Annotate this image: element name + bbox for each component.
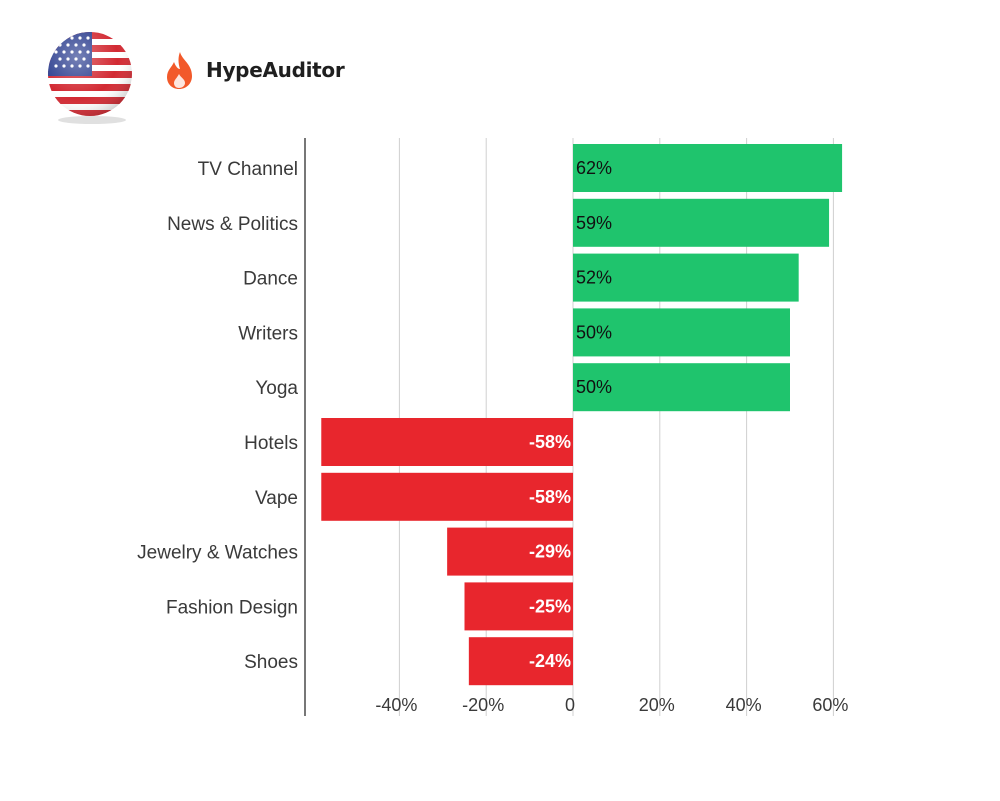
- bar: [468, 637, 573, 686]
- x-tick-label: -40%: [375, 695, 417, 715]
- category-label: Hotels: [244, 433, 298, 454]
- value-label: -58%: [529, 487, 571, 507]
- value-label: 50%: [576, 322, 612, 342]
- value-label: -58%: [529, 432, 571, 452]
- value-label: -24%: [529, 651, 571, 671]
- category-label: Yoga: [255, 378, 298, 399]
- x-tick-label: -20%: [462, 695, 504, 715]
- bar: [573, 144, 843, 192]
- category-label: News & Politics: [167, 214, 298, 235]
- brand-logo: HypeAuditor: [164, 50, 345, 90]
- brand-name: HypeAuditor: [206, 58, 345, 82]
- bar: [447, 527, 573, 576]
- flame-icon: [167, 52, 192, 89]
- x-tick-label: 20%: [639, 695, 675, 715]
- bar: [321, 472, 573, 521]
- category-label: Shoes: [244, 652, 298, 673]
- category-label: Vape: [255, 488, 298, 509]
- bar: [573, 308, 790, 357]
- category-label: TV Channel: [198, 159, 298, 180]
- bar: [573, 253, 799, 302]
- bar: [321, 418, 573, 466]
- bar: [464, 582, 573, 631]
- x-tick-label: 0: [565, 695, 575, 715]
- value-label: 50%: [576, 377, 612, 397]
- us-flag-icon: [48, 32, 132, 124]
- bar-layer: [321, 144, 843, 686]
- category-label: Dance: [243, 269, 298, 290]
- value-label: -29%: [529, 542, 571, 562]
- value-label: -25%: [529, 596, 571, 616]
- category-label: Writers: [238, 323, 298, 344]
- x-tick-label: 40%: [726, 695, 762, 715]
- bar: [573, 363, 790, 412]
- value-label: 62%: [576, 158, 612, 178]
- bar: [573, 198, 830, 247]
- category-label: Fashion Design: [166, 597, 298, 618]
- label-layer: -40% -20% 0 20% 40% 60% TV Channel 62% News & Po…: [137, 158, 848, 715]
- value-label: 52%: [576, 268, 612, 288]
- category-label: Jewelry & Watches: [137, 543, 298, 564]
- x-tick-label: 60%: [812, 695, 848, 715]
- value-label: 59%: [576, 213, 612, 233]
